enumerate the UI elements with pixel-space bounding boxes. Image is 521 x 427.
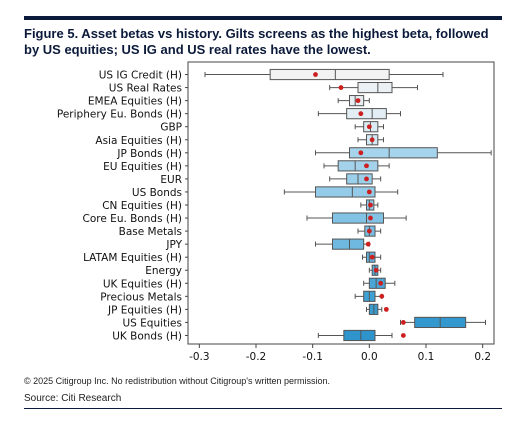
y-label: Base Metals (119, 226, 182, 238)
current-marker (378, 280, 384, 286)
box-13 (315, 238, 371, 250)
x-tick-label: 0.1 (418, 351, 435, 363)
y-label: JP Bonds (H) (116, 148, 182, 160)
current-marker (338, 85, 344, 90)
current-marker (368, 215, 373, 221)
box-19 (400, 316, 486, 329)
box-9 (283, 186, 399, 198)
y-label: JP Equities (H) (107, 304, 182, 316)
y-label: CN Equities (H) (102, 200, 182, 212)
current-marker (358, 150, 364, 156)
current-marker (369, 254, 375, 260)
current-marker (373, 267, 379, 273)
top-rule (24, 16, 502, 20)
y-label: EUR (160, 174, 182, 186)
y-label: US Equities (122, 317, 182, 329)
x-tick-label: -0.3 (189, 351, 210, 363)
box-18 (366, 303, 389, 315)
current-marker (369, 137, 375, 143)
y-label: UK Bonds (H) (112, 330, 182, 342)
y-label: Energy (145, 265, 182, 277)
box-group (204, 68, 492, 342)
box-8 (329, 173, 382, 185)
current-marker (365, 241, 371, 247)
x-tick-label: -0.2 (246, 351, 267, 363)
y-label: US Real Rates (109, 83, 182, 95)
current-marker (364, 163, 369, 169)
box-11 (306, 212, 407, 224)
iqr-box (346, 173, 373, 185)
iqr-box (349, 147, 438, 159)
iqr-box (346, 108, 387, 120)
copyright-note: © 2025 Citigroup Inc. No redistribution … (24, 376, 330, 386)
x-tick-label: -0.1 (302, 351, 323, 363)
current-marker (379, 293, 385, 299)
y-label: Precious Metals (100, 291, 182, 303)
y-label: LATAM Equities (H) (83, 252, 182, 264)
y-label: JPY (165, 239, 182, 251)
source-note: Source: Citi Research (24, 393, 122, 404)
box-12 (357, 225, 382, 237)
iqr-box (332, 212, 384, 224)
box-0 (204, 68, 444, 81)
box-3 (317, 108, 401, 120)
current-marker (400, 320, 406, 325)
box-5 (357, 134, 384, 146)
y-label: Periphery Eu. Bonds (H) (57, 109, 182, 121)
box-1 (329, 81, 418, 94)
current-marker (366, 228, 372, 234)
y-label: US Bonds (132, 187, 182, 199)
current-marker (313, 72, 318, 77)
y-label: Core Eu. Bonds (H) (83, 213, 182, 225)
current-marker (383, 306, 389, 312)
current-marker (355, 98, 361, 104)
box-20 (317, 329, 406, 342)
current-marker (366, 124, 372, 130)
box-10 (360, 199, 379, 211)
current-marker (366, 189, 372, 195)
bottom-rule (24, 408, 502, 409)
y-label: UK Equities (H) (103, 278, 182, 290)
x-axis-ticks: -0.3 -0.2 -0.1 0.0 0.1 0.2 (189, 344, 491, 363)
x-tick-label: 0.2 (474, 351, 491, 363)
current-marker (364, 176, 369, 182)
iqr-box (337, 160, 379, 172)
box-7 (323, 160, 390, 172)
iqr-box (343, 329, 376, 342)
box-2 (337, 95, 370, 107)
box-17 (354, 290, 385, 302)
y-label: EMEA Equities (H) (88, 96, 182, 108)
iqr-box (368, 277, 386, 289)
y-label: US IG Credit (H) (99, 70, 182, 82)
x-tick-label: 0.0 (361, 351, 378, 363)
box-6 (315, 147, 492, 159)
iqr-box (357, 81, 393, 94)
box-15 (368, 264, 382, 276)
iqr-box (269, 68, 390, 81)
y-label: Asia Equities (H) (95, 135, 182, 147)
figure-title: Figure 5. Asset betas vs history. Gilts … (24, 26, 489, 57)
box-4 (354, 121, 384, 133)
current-marker (400, 333, 406, 338)
current-marker (358, 111, 364, 117)
plot-frame (187, 61, 495, 345)
y-label: GBP (160, 122, 182, 134)
iqr-box (315, 186, 376, 198)
box-14 (362, 251, 382, 263)
current-marker (368, 202, 373, 208)
box-16 (363, 277, 396, 289)
iqr-box (332, 238, 365, 250)
y-label: EU Equities (H) (103, 161, 182, 173)
